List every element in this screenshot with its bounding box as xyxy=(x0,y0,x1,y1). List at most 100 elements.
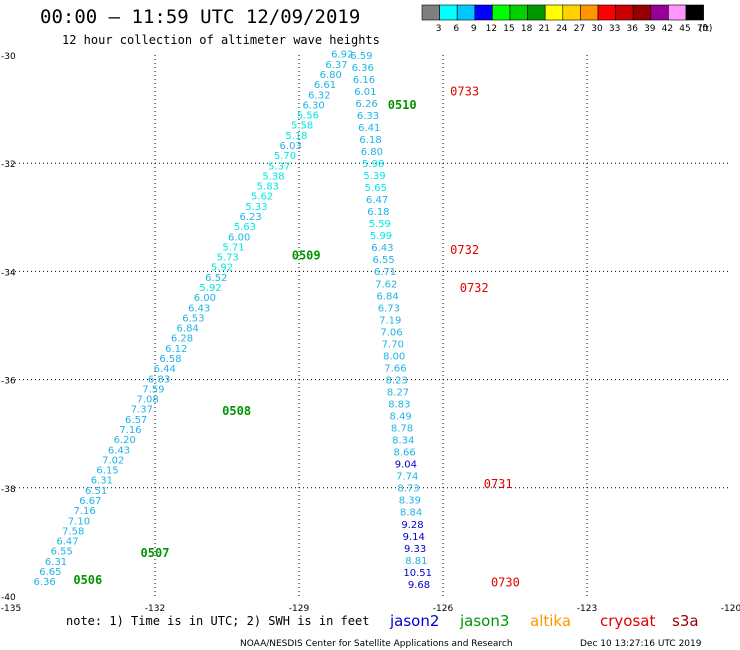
page-subtitle: 12 hour collection of altimeter wave hei… xyxy=(62,33,380,47)
pass-time-label: 0507 xyxy=(141,546,170,560)
wave-height-value: 8.78 xyxy=(391,424,413,435)
wave-height-value: 6.59 xyxy=(350,51,372,62)
wave-height-value: 5.92 xyxy=(199,283,221,294)
map-grid xyxy=(11,55,731,596)
wave-height-value: 5.63 xyxy=(234,222,256,233)
wave-height-value: 7.16 xyxy=(74,506,96,517)
satellite-legend-altika: altika xyxy=(530,612,571,630)
color-legend: 3 6 9 12 15 18 21 24 27 30 33 36 39 42 45 70(ft) xyxy=(421,4,713,34)
wave-height-value: 6.80 xyxy=(361,147,383,158)
legend-swatch xyxy=(474,4,493,21)
wave-height-value: 6.31 xyxy=(45,557,67,568)
wave-height-value: 6.67 xyxy=(79,496,101,507)
wave-height-value: 8.49 xyxy=(390,412,412,423)
wave-height-value: 6.92 xyxy=(331,50,353,61)
legend-tick-label: 27 xyxy=(574,24,585,34)
wave-height-value: 6.55 xyxy=(51,547,73,558)
wave-height-value: 7.66 xyxy=(384,363,406,374)
legend-swatch xyxy=(544,4,564,21)
wave-height-value: 6.00 xyxy=(194,293,216,304)
wave-height-value: 8.84 xyxy=(400,508,422,519)
wave-height-value: 6.43 xyxy=(371,243,393,254)
legend-swatch xyxy=(492,4,511,21)
footer: note: 1) Time is in UTC; 2) SWH is in fe… xyxy=(66,612,702,649)
wave-height-value: 5.92 xyxy=(211,263,233,274)
legend-tick-label: 30 xyxy=(591,24,603,34)
wave-height-value: 5.98 xyxy=(362,159,384,170)
legend-unit: (ft) xyxy=(699,24,713,34)
legend-tick-label: 15 xyxy=(503,24,514,34)
wave-height-value: 7.02 xyxy=(102,455,124,466)
wave-height-value: 5.18 xyxy=(285,131,307,142)
legend-swatch xyxy=(509,4,528,21)
wave-height-value: 6.84 xyxy=(376,291,398,302)
wave-height-value: 6.16 xyxy=(353,75,375,86)
footer-note: note: 1) Time is in UTC; 2) SWH is in fe… xyxy=(66,614,369,628)
legend-swatch xyxy=(562,4,581,21)
wave-height-value: 7.06 xyxy=(380,327,402,338)
lat-tick-label: -32 xyxy=(1,160,16,170)
legend-tick-label: 70 xyxy=(697,24,709,34)
wave-height-value: 10.51 xyxy=(403,568,432,579)
wave-height-value: 6.30 xyxy=(302,100,324,111)
wave-height-value: 6.51 xyxy=(85,486,107,497)
footer-credit: NOAA/NESDIS Center for Satellite Applica… xyxy=(240,639,513,649)
legend-swatch xyxy=(456,4,476,21)
legend-swatch xyxy=(668,4,687,21)
wave-height-value: 6.57 xyxy=(125,415,147,426)
wave-height-value: 8.34 xyxy=(392,436,414,447)
wave-height-value: 9.68 xyxy=(408,580,430,591)
wave-height-value: 6.36 xyxy=(352,63,374,74)
wave-height-value: 7.19 xyxy=(379,315,401,326)
pass-time-label: 0731 xyxy=(484,477,513,491)
wave-height-value: 6.44 xyxy=(154,364,176,375)
wave-height-value: 5.83 xyxy=(257,182,279,193)
wave-height-value: 8.39 xyxy=(399,496,421,507)
wave-height-value: 5.70 xyxy=(274,151,296,162)
legend-swatch xyxy=(527,4,546,21)
legend-tick-label: 3 xyxy=(436,24,442,34)
wave-height-value: 8.83 xyxy=(388,400,410,411)
legend-tick-label: 36 xyxy=(626,24,638,34)
wave-height-value: 6.23 xyxy=(239,212,261,223)
wave-height-value: 5.65 xyxy=(365,183,387,194)
wave-height-value: 7.70 xyxy=(382,339,404,350)
pass-time-label: 0506 xyxy=(73,573,102,587)
page-title: 00:00 – 11:59 UTC 12/09/2019 xyxy=(40,6,361,28)
wave-height-value: 7.58 xyxy=(62,526,84,537)
satellite-legend-jason2: jason2 xyxy=(389,612,439,630)
wave-height-value: 6.53 xyxy=(182,313,204,324)
wave-height-value: 5.37 xyxy=(268,161,290,172)
wave-height-value: 8.23 xyxy=(386,375,408,386)
wave-height-value: 8.27 xyxy=(387,387,409,398)
wave-height-value: 8.81 xyxy=(405,556,427,567)
lon-tick-label: -132 xyxy=(145,604,165,614)
wave-height-value: 6.12 xyxy=(165,344,187,355)
wave-height-value: 5.39 xyxy=(363,171,385,182)
wave-height-value: 6.61 xyxy=(314,80,336,91)
wave-height-value: 6.52 xyxy=(205,273,227,284)
wave-height-value: 9.04 xyxy=(395,460,417,471)
pass-time-labels: 0506 0507 0508 0509 0510 0733 0732 0732 0731 0730 xyxy=(73,85,520,590)
wave-height-value: 9.33 xyxy=(404,544,426,555)
wave-height-value: 6.47 xyxy=(366,195,388,206)
pass-time-label: 0730 xyxy=(491,575,520,589)
legend-tick-label: 18 xyxy=(521,24,533,34)
legend-swatch xyxy=(650,4,669,21)
satellite-track-west: 6.366.656.316.556.477.587.107.166.676.51… xyxy=(33,50,353,588)
lat-tick-label: -40 xyxy=(1,593,16,603)
wave-height-value: 6.47 xyxy=(56,537,78,548)
wave-height-value: 6.26 xyxy=(356,99,378,110)
wave-height-value: 5.99 xyxy=(370,231,392,242)
wave-height-value: 8.00 xyxy=(383,351,405,362)
wave-height-value: 6.01 xyxy=(354,87,376,98)
wave-height-value: 5.59 xyxy=(369,219,391,230)
wave-height-value: 6.03 xyxy=(280,141,302,152)
wave-height-value: 6.15 xyxy=(96,466,118,477)
legend-tick-label: 6 xyxy=(453,24,459,34)
wave-height-value: 6.37 xyxy=(325,60,347,71)
satellite-legend-s3a: s3a xyxy=(672,612,699,630)
wave-height-value: 9.14 xyxy=(403,532,425,543)
lat-tick-label: -34 xyxy=(1,268,16,278)
legend-tick-label: 33 xyxy=(609,24,620,34)
